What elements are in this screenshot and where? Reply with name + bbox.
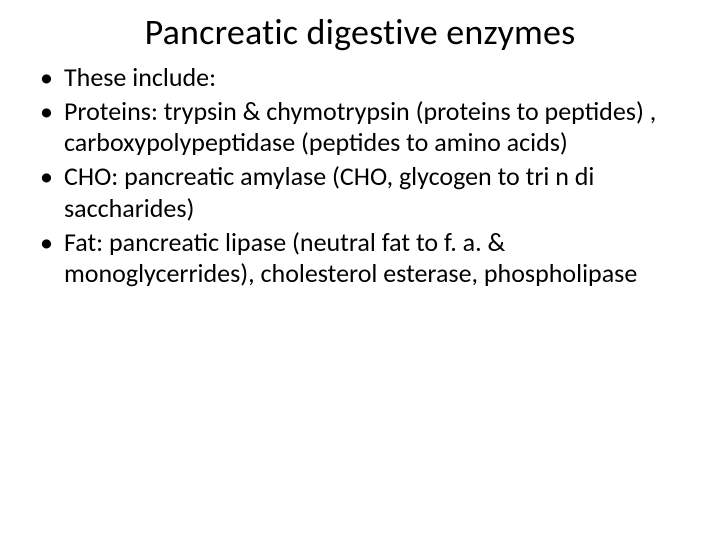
- list-item: These include:: [36, 62, 690, 94]
- bullet-list: These include: Proteins: trypsin & chymo…: [30, 62, 690, 290]
- list-item: Proteins: trypsin & chymotrypsin (protei…: [36, 96, 690, 159]
- slide-container: Pancreatic digestive enzymes These inclu…: [0, 0, 720, 540]
- list-item: Fat: pancreatic lipase (neutral fat to f…: [36, 227, 690, 290]
- list-item: CHO: pancreatic amylase (CHO, glycogen t…: [36, 161, 690, 224]
- slide-title: Pancreatic digestive enzymes: [30, 10, 690, 54]
